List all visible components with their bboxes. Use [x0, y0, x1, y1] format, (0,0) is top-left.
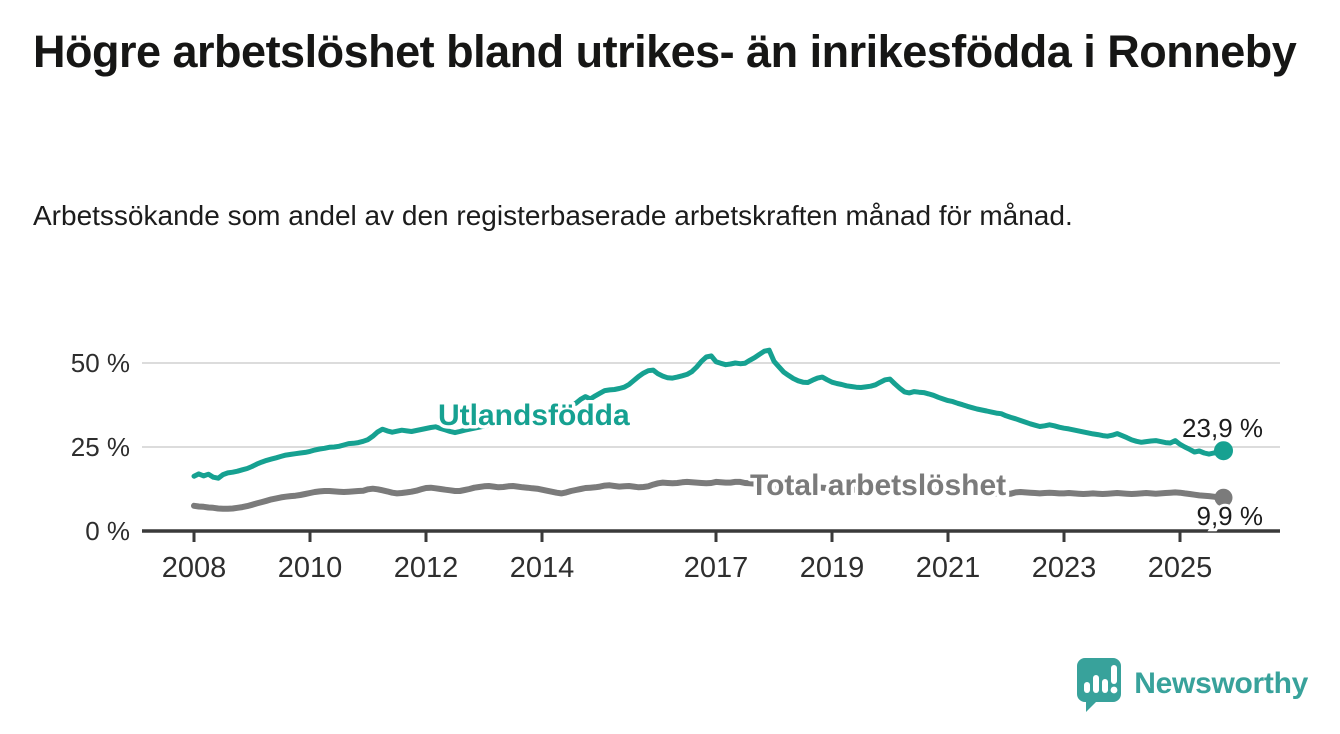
page-title: Högre arbetslöshet bland utrikes- än inr…: [33, 26, 1297, 77]
series-end-dot-total: [1214, 488, 1233, 507]
series-label: Utlandsfödda: [438, 399, 630, 432]
x-tick-label: 2023: [1032, 552, 1097, 584]
series-end-dot-utlandsfodda: [1214, 441, 1233, 461]
x-tick-label: 2021: [916, 552, 981, 584]
end-value-label: 23,9 %: [1182, 413, 1263, 443]
series-label: Total arbetslöshet: [750, 469, 1006, 502]
brand-footer: Newsworthy: [1073, 656, 1308, 712]
y-tick-label: 0 %: [85, 516, 130, 546]
bar-chart-glyph: [1084, 665, 1118, 694]
x-tick-label: 2008: [162, 552, 227, 584]
newsworthy-logo-icon: [1077, 658, 1122, 712]
series-line-utlandsfodda: [191, 347, 1226, 481]
x-tick-label: 2012: [394, 552, 459, 584]
brand-name: Newsworthy: [1134, 667, 1308, 700]
x-tick-label: 2025: [1148, 552, 1213, 584]
end-value-label: 9,9 %: [1197, 501, 1264, 531]
x-tick-label: 2019: [800, 552, 865, 584]
x-tick-label: 2014: [510, 552, 575, 584]
x-tick-label: 2017: [684, 552, 749, 584]
x-tick-label: 2010: [278, 552, 343, 584]
header: Högre arbetslöshet bland utrikes- än inr…: [33, 26, 1308, 79]
series-line-total: [191, 478, 1227, 512]
y-tick-label: 25 %: [71, 432, 130, 462]
chart-subtitle: Arbetssökande som andel av den registerb…: [33, 200, 1073, 231]
y-tick-label: 50 %: [71, 348, 130, 378]
